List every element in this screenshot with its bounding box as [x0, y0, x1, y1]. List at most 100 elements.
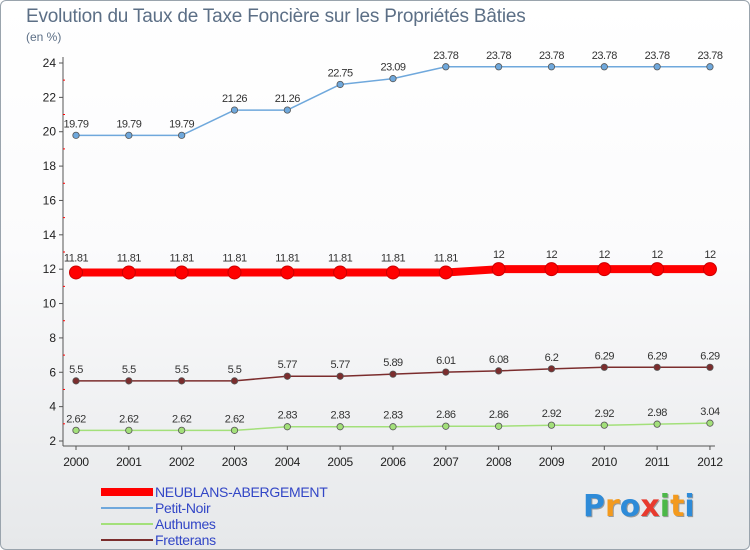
logo-letter: r: [605, 489, 620, 524]
y-tick-label: 8: [49, 331, 56, 345]
data-label-petit-noir: 19.79: [116, 118, 141, 130]
proxiti-logo: Proxiti: [583, 489, 695, 524]
data-point-petit-noir: [72, 131, 80, 139]
data-label-authumes: 2.98: [647, 407, 667, 419]
data-point-neublans-abergement: [227, 265, 242, 280]
data-point-authumes: [230, 426, 239, 434]
data-label-authumes: 2.83: [383, 410, 403, 422]
x-tick-label: 2006: [380, 455, 406, 469]
data-label-petit-noir: 21.26: [275, 93, 300, 105]
data-point-petit-noir: [442, 63, 450, 71]
logo-letter: i: [684, 489, 695, 524]
data-label-petit-noir: 23.78: [539, 50, 564, 62]
data-label-neublans-abergement: 11.81: [275, 252, 300, 264]
data-point-fretterans: [125, 377, 133, 385]
y-tick-label: 12: [43, 262, 57, 276]
data-label-petit-noir: 19.79: [169, 118, 194, 130]
y-tick-label: 4: [49, 400, 56, 414]
data-label-authumes: 2.62: [225, 413, 245, 425]
y-tick-label: 18: [43, 159, 57, 173]
data-label-petit-noir: 22.75: [328, 67, 353, 79]
y-tick-label: 20: [43, 125, 57, 139]
logo-letter: i: [659, 489, 671, 524]
data-point-fretterans: [547, 365, 556, 373]
data-point-authumes: [72, 426, 80, 434]
data-label-neublans-abergement: 12: [704, 249, 716, 261]
data-point-neublans-abergement: [280, 265, 295, 280]
data-label-fretterans: 5.77: [278, 359, 298, 371]
data-label-fretterans: 5.5: [69, 364, 83, 376]
logo-letter: o: [619, 489, 641, 524]
y-tick-label: 24: [43, 56, 57, 70]
chart-title: Evolution du Taux de Taxe Foncière sur l…: [26, 6, 526, 27]
data-point-neublans-abergement: [544, 262, 559, 277]
data-label-fretterans: 6.29: [595, 350, 615, 362]
data-point-fretterans: [72, 377, 80, 385]
data-label-petit-noir: 23.78: [433, 50, 458, 62]
data-point-petit-noir: [653, 63, 661, 71]
logo-letter: P: [583, 489, 605, 524]
y-tick-label: 6: [49, 365, 56, 379]
data-point-neublans-abergement: [650, 262, 665, 277]
data-label-petit-noir: 23.09: [380, 62, 405, 74]
legend-swatch: [101, 507, 153, 509]
data-point-fretterans: [283, 372, 291, 380]
data-point-fretterans: [653, 363, 661, 371]
data-point-authumes: [442, 422, 450, 430]
data-label-fretterans: 5.5: [122, 364, 136, 376]
logo-letter: x: [640, 489, 660, 524]
data-label-authumes: 2.86: [489, 409, 509, 421]
y-tick-label: 10: [43, 297, 57, 311]
data-label-neublans-abergement: 11.81: [328, 252, 353, 264]
data-label-neublans-abergement: 11.81: [381, 252, 406, 264]
data-label-authumes: 2.83: [330, 410, 350, 422]
data-point-authumes: [125, 426, 133, 434]
y-tick-label: 16: [43, 193, 57, 207]
data-label-petit-noir: 21.26: [222, 93, 247, 105]
x-tick-label: 2010: [592, 455, 618, 469]
data-label-fretterans: 6.01: [436, 355, 456, 367]
legend-swatch: [101, 539, 153, 541]
data-point-petit-noir: [495, 63, 503, 71]
data-point-authumes: [495, 422, 503, 430]
data-label-authumes: 2.62: [172, 413, 192, 425]
x-tick-label: 2005: [327, 455, 353, 469]
data-point-petit-noir: [125, 131, 133, 139]
data-point-petit-noir: [336, 80, 344, 89]
x-tick-label: 2007: [433, 455, 459, 469]
data-point-fretterans: [230, 377, 239, 385]
data-label-fretterans: 5.5: [228, 364, 242, 376]
data-point-authumes: [600, 421, 608, 429]
data-label-authumes: 2.62: [119, 413, 139, 425]
legend-label: NEUBLANS-ABERGEMENT: [155, 484, 328, 500]
data-point-petit-noir: [706, 63, 714, 71]
x-tick-label: 2001: [116, 455, 142, 469]
data-label-neublans-abergement: 11.81: [117, 252, 142, 264]
data-point-petit-noir: [178, 131, 186, 139]
data-label-fretterans: 5.77: [330, 359, 350, 371]
data-label-fretterans: 6.29: [700, 350, 720, 362]
data-point-neublans-abergement: [385, 265, 400, 280]
x-tick-label: 2009: [539, 455, 565, 469]
y-tick-label: 2: [49, 434, 56, 448]
data-label-neublans-abergement: 11.81: [170, 252, 195, 264]
data-label-neublans-abergement: 12: [652, 249, 664, 261]
data-point-petit-noir: [600, 63, 608, 71]
data-label-neublans-abergement: 12: [599, 249, 611, 261]
data-point-neublans-abergement: [69, 265, 83, 280]
data-label-fretterans: 6.2: [545, 352, 559, 364]
legend-label: Fretterans: [155, 532, 216, 548]
data-label-fretterans: 6.29: [647, 350, 667, 362]
x-tick-label: 2002: [169, 455, 195, 469]
data-point-fretterans: [706, 363, 714, 371]
data-point-petit-noir: [389, 75, 397, 83]
logo-letter: t: [670, 489, 685, 524]
data-point-neublans-abergement: [121, 265, 136, 280]
y-tick-label: 14: [43, 228, 57, 242]
data-label-petit-noir: 23.78: [592, 50, 617, 62]
data-label-fretterans: 5.5: [175, 364, 189, 376]
data-point-authumes: [336, 423, 344, 431]
data-point-neublans-abergement: [597, 262, 612, 277]
data-point-authumes: [706, 419, 714, 427]
